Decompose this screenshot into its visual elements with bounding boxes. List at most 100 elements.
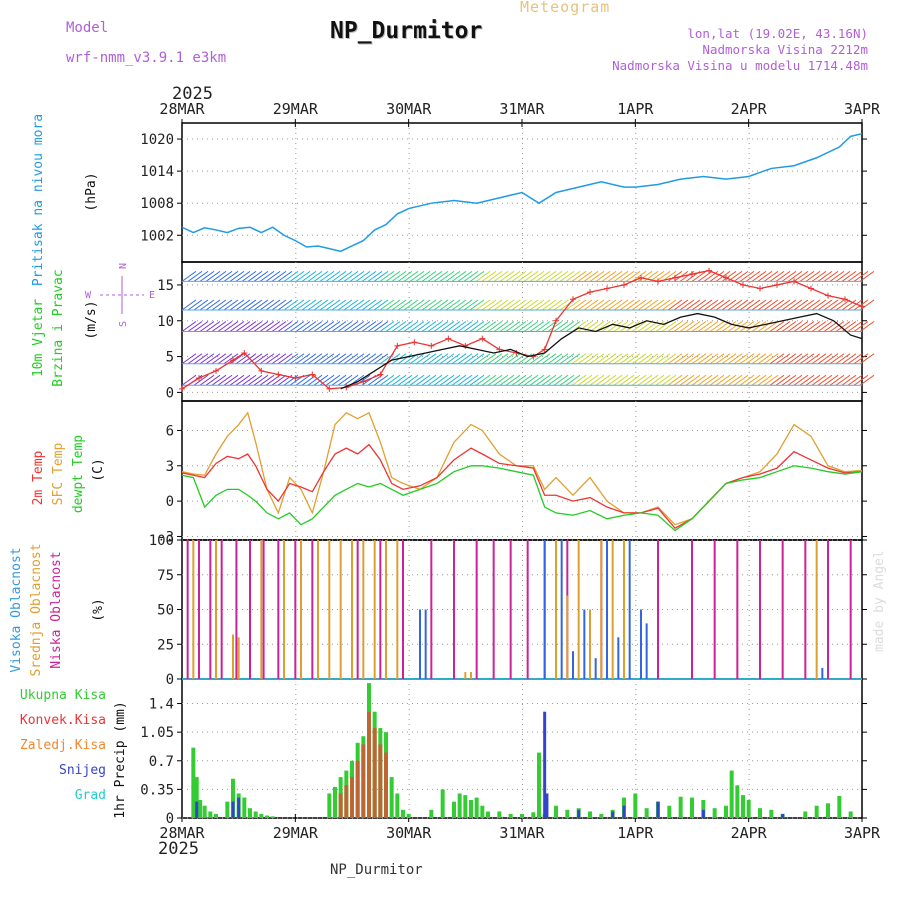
precip-bar-ukupna-kisa [837,795,842,818]
wind-barb [769,353,785,365]
wind-barb [421,374,437,386]
model-label: Model [66,20,109,36]
wind-barb [451,299,467,311]
wind-barb [337,299,353,311]
wind-barb [283,321,299,332]
wind-barb [757,353,773,365]
wind-barb [565,353,581,365]
wind-barb [343,270,359,282]
wind-barb [619,270,635,282]
wind-barb [667,321,683,332]
ytick-label: 1014 [140,164,174,180]
cloud-bar-niska [186,540,189,679]
wind-barb [361,270,377,282]
precip-bar-snijeg [237,797,241,818]
ytick-label: 3 [166,459,174,475]
wind-barb [469,299,485,311]
wind-ylabel-sub: Brzina i Pravac [51,269,66,386]
wind-barb [313,299,329,311]
wind-barb [631,270,647,282]
wind-barb [433,299,449,311]
wind-barb [709,321,725,332]
wind-barb [679,299,695,311]
precip-bar-ukupna-kisa [253,811,258,818]
wind-barb [367,321,383,332]
wind-barb [343,299,359,311]
wind-speed-point [723,274,729,281]
cloud-bar-visoka [628,540,631,679]
wind-barb [427,299,443,311]
precip-bar-ukupna-kisa [486,811,490,818]
precip-bar-ukupna-kisa [480,805,485,818]
wind-barb [193,321,209,332]
day-label-bottom: 3APR [844,824,881,842]
wind-barb [433,374,449,386]
wind-barb [541,321,557,332]
wind-barb [265,299,281,311]
wind-barb [349,299,365,311]
wind-barb [343,321,359,332]
ytick-label: 50 [157,603,174,619]
wind-barb [331,321,347,332]
wind-speed-point [859,303,865,310]
ytick-label: 1002 [140,228,174,244]
wind-barb [835,374,851,386]
precip-bar-ukupna-kisa [395,793,400,818]
precip-bar-ukupna-kisa [508,813,513,818]
wind-barb [427,270,443,282]
precip-bar-snijeg [231,801,235,818]
wind-barb [235,299,251,311]
wind-barb [637,374,653,386]
wind-barb [553,299,569,311]
wind-barb [583,353,599,365]
day-label-bottom: 28MAR [159,824,205,842]
cloud-bar-visoka [572,651,574,679]
wind-barb [655,353,671,365]
year-bottom: 2025 [158,839,199,859]
wind-barb [241,321,257,332]
wind-barb [745,353,761,365]
cloud-bar-niska [713,540,716,679]
wind-barb [397,353,413,365]
wind-barb [799,353,815,365]
precip-bar-ukupna-kisa [194,777,199,818]
wind-barb [529,353,545,365]
wind-barb [247,299,263,311]
wind-barb [397,321,413,332]
cloud-bar-niska [526,540,529,679]
wind-barb [667,353,683,365]
day-label-top: 2APR [731,100,768,118]
wind-barb [229,321,245,332]
ytick-label: 0 [166,811,174,827]
wind-barb [787,374,803,386]
cloud-bar-niska [657,540,659,679]
wind-barb [403,270,419,282]
wind-barb [313,353,329,365]
wind-barb [373,299,389,311]
wind-barb [481,270,497,282]
wind-barb [187,321,203,332]
wind-barb [325,374,341,386]
wind-barb [499,374,515,386]
wind-barb [703,321,719,332]
wind-barb [571,353,587,365]
wind-barb [577,270,593,282]
wind-barb [355,299,371,311]
cloud-bar-niska [849,540,852,679]
wind-barb [433,353,449,365]
wind-speed-point [621,281,627,288]
wind-barb [601,270,617,282]
wind-barb [535,374,551,386]
cloud-ylabel: Visoka Oblacnost [9,547,24,672]
compass-n: N [118,263,129,269]
cloud-bar-niska [827,540,829,679]
wind-barb [493,270,509,282]
cloud-bar-srednja [464,672,467,679]
precip-bar-snijeg [611,811,615,818]
wind-barb [559,353,575,365]
wind-barb [673,353,689,365]
precip-bar-ukupna-kisa [690,797,694,818]
wind-barb [529,374,545,386]
precip-bar-snijeg [195,801,199,818]
wind-barb [835,299,851,311]
